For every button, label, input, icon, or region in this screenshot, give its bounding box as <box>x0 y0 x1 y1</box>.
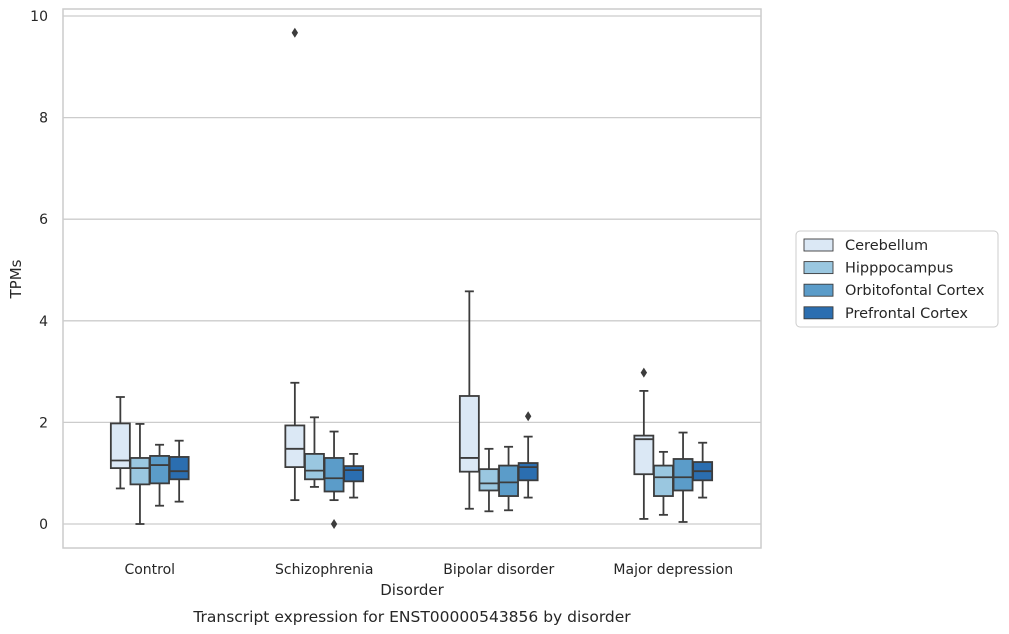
legend-swatch <box>803 238 834 252</box>
box-hipppocampus <box>478 447 500 513</box>
box-orbitofontal-cortex <box>498 445 519 512</box>
box-cerebellum <box>458 290 480 510</box>
y-tick-label: 10 <box>30 9 48 25</box>
x-tick-label: Major depression <box>613 562 733 578</box>
box-prefrontal-cortex <box>692 441 714 499</box>
box-iqr <box>109 422 131 470</box>
outlier-point <box>640 367 648 378</box>
legend-swatch <box>803 261 834 275</box>
plot-frame <box>62 8 762 549</box>
legend-item: Prefrontal Cortex <box>803 306 968 322</box>
box-iqr <box>304 452 325 481</box>
legend-item: Cerebellum <box>803 238 928 254</box>
box-iqr <box>149 455 170 485</box>
legend-frame <box>795 230 999 328</box>
y-tick-label: 0 <box>39 517 48 533</box>
box-cerebellum <box>633 367 655 520</box>
legend-label: Hipppocampus <box>845 261 953 277</box>
x-tick-labels: Control Schizophrenia Bipolar disorder Majo… <box>124 562 733 578</box>
box-iqr <box>458 395 480 473</box>
y-tick-labels: 0 2 4 6 8 10 <box>30 9 48 533</box>
box-plot-marks <box>109 27 714 529</box>
box-iqr <box>129 457 151 486</box>
box-prefrontal-cortex <box>343 452 365 499</box>
box-iqr <box>284 424 306 469</box>
box-orbitofontal-cortex <box>149 443 170 507</box>
legend-label: Orbitofontal Cortex <box>845 283 985 299</box>
y-tick-label: 6 <box>39 212 48 228</box>
box-iqr <box>343 465 365 483</box>
x-axis-label: Disorder <box>380 581 444 599</box>
box-iqr <box>498 464 519 497</box>
legend-label: Cerebellum <box>845 238 928 254</box>
x-tick-label: Control <box>124 562 175 578</box>
outlier-point <box>330 519 338 529</box>
y-tick-label: 4 <box>39 314 48 330</box>
legend-item: Hipppocampus <box>803 261 953 277</box>
legend: Cerebellum Hipppocampus Orbitofontal Corte… <box>795 230 999 328</box>
y-tick-label: 8 <box>39 111 48 127</box>
chart-caption: Transcript expression for ENST0000054385… <box>192 608 631 626</box>
grid-lines <box>63 15 761 525</box>
outlier-point <box>291 27 299 38</box>
box-orbitofontal-cortex <box>672 431 694 523</box>
x-tick-label: Bipolar disorder <box>443 562 554 578</box>
box-iqr <box>633 434 655 476</box>
box-iqr <box>478 468 500 492</box>
box-iqr <box>517 462 539 482</box>
box-cerebellum <box>109 396 131 490</box>
box-iqr <box>168 456 190 481</box>
box-iqr <box>323 457 345 493</box>
legend-swatch <box>803 306 834 320</box>
box-prefrontal-cortex <box>168 439 190 503</box>
box-hipppocampus <box>129 423 151 525</box>
box-cerebellum <box>284 27 306 502</box>
y-tick-label: 2 <box>39 415 48 431</box>
legend-swatch <box>803 283 834 297</box>
x-tick-label: Schizophrenia <box>275 562 373 578</box>
box-hipppocampus <box>653 450 674 516</box>
box-iqr <box>653 464 674 497</box>
y-axis-label: TPMs <box>7 259 25 299</box>
box-hipppocampus <box>304 416 325 488</box>
box-prefrontal-cortex <box>517 411 539 499</box>
legend-label: Prefrontal Cortex <box>845 306 968 322</box>
box-orbitofontal-cortex <box>323 430 345 529</box>
box-iqr <box>672 458 694 492</box>
legend-item: Orbitofontal Cortex <box>803 283 985 299</box>
outlier-point <box>524 411 532 422</box>
